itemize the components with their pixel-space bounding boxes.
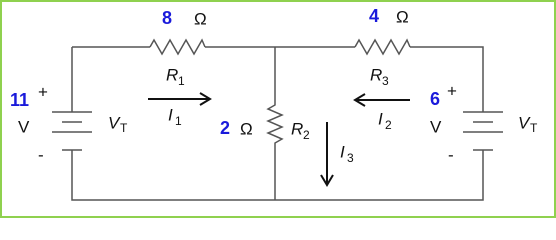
arrows	[148, 92, 410, 187]
polarity: -	[38, 145, 44, 164]
wires	[52, 38, 503, 201]
unit: Ω	[240, 119, 253, 138]
resistor-label: R	[370, 65, 382, 84]
subscript: 1	[175, 114, 182, 128]
source-value: 11	[10, 90, 29, 110]
frame	[0, 0, 556, 218]
subscript: T	[530, 121, 538, 135]
subscript: 3	[382, 74, 389, 88]
polarity: -	[448, 145, 454, 164]
resistor-label: R	[291, 119, 303, 138]
subscript: 2	[303, 128, 310, 142]
resistance-value: 2	[220, 118, 230, 138]
subscript: T	[120, 121, 128, 135]
resistor-label: R	[166, 65, 178, 84]
resistance-value: 4	[369, 6, 379, 26]
polarity: +	[447, 81, 457, 100]
current-label: I	[378, 109, 383, 128]
subscript: 2	[385, 118, 392, 132]
source-label: V	[518, 113, 531, 132]
unit: V	[18, 117, 30, 136]
subscript: 3	[347, 151, 354, 165]
unit: Ω	[396, 7, 409, 26]
source-label: V	[108, 113, 121, 132]
current-label: I	[340, 142, 345, 161]
source-value: 6	[430, 89, 440, 109]
unit: V	[430, 117, 442, 136]
circuit-diagram: 8 Ω 4 Ω 2 Ω R 1 R 3 R 2 I 1 I 2 I 3 11 +…	[0, 0, 556, 218]
subscript: 1	[178, 74, 185, 88]
resistance-value: 8	[162, 8, 172, 28]
unit: Ω	[194, 9, 207, 28]
current-label: I	[168, 105, 173, 124]
polarity: +	[38, 82, 48, 101]
